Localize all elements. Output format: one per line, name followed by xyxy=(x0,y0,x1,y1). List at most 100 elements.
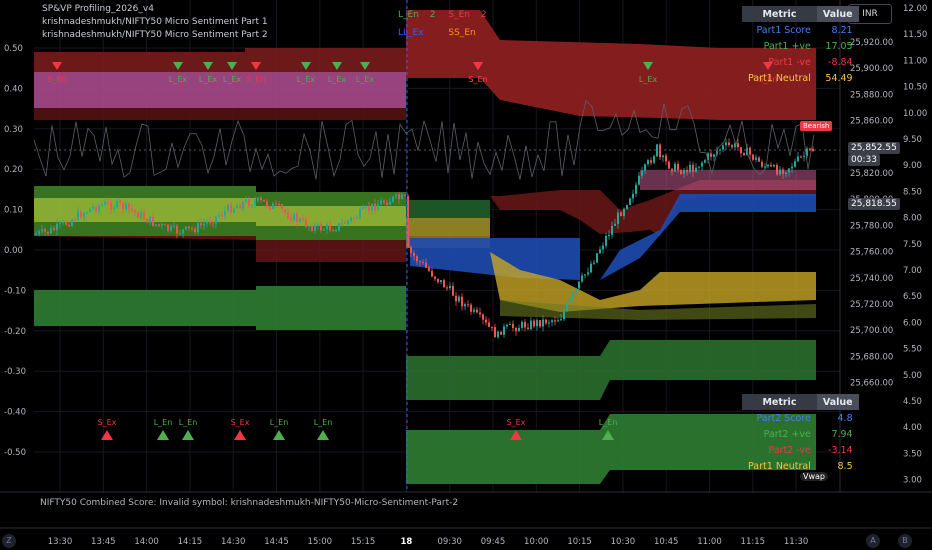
candle-body xyxy=(782,169,784,175)
candle-body xyxy=(635,184,637,194)
price-axis-tick: 25,700.00 xyxy=(850,326,893,336)
candle-body xyxy=(737,143,739,148)
candle-body xyxy=(350,217,352,221)
candle-body xyxy=(269,206,271,209)
candle-body xyxy=(221,215,223,217)
candle-body xyxy=(572,291,574,298)
table1-value: 54.49 xyxy=(825,72,853,84)
candle-body xyxy=(452,286,454,296)
candle-body xyxy=(173,225,175,227)
candle-body xyxy=(362,207,364,210)
candle-body xyxy=(443,280,445,288)
score-axis-tick: 6.50 xyxy=(903,292,922,302)
candle-body xyxy=(104,202,106,205)
time-axis-tick: 11:00 xyxy=(697,537,722,547)
candle-body xyxy=(410,247,412,253)
time-axis-tick: 10:30 xyxy=(611,537,636,547)
candle-body xyxy=(185,226,187,230)
candle-body xyxy=(272,203,274,209)
table1-metric: Part1 -ve xyxy=(768,56,811,68)
time-axis-tick: 14:45 xyxy=(264,537,289,547)
candle-body xyxy=(326,224,328,230)
indicator-title-3[interactable]: krishnadeshmukh/NIFTY50 Micro Sentiment … xyxy=(42,30,268,40)
pink-band-right xyxy=(640,170,816,190)
table1-value: 17.05 xyxy=(825,40,853,52)
table2-head-value: Value xyxy=(816,394,859,410)
table2-head-metric: Metric xyxy=(742,394,817,410)
candle-body xyxy=(44,229,46,232)
candle-body xyxy=(392,196,394,202)
candle-body xyxy=(299,218,301,222)
candle-body xyxy=(587,272,589,275)
price-axis-tick: 25,760.00 xyxy=(850,248,893,258)
candle-body xyxy=(695,167,697,172)
candle-body xyxy=(146,219,148,223)
indicator-title-2[interactable]: krishnadeshmukh/NIFTY50 Micro Sentiment … xyxy=(42,17,268,27)
last-price-tag: 25,852.55 xyxy=(848,142,900,154)
top-signal-label: L_Ex xyxy=(199,75,218,84)
green-band-lower-right xyxy=(406,340,816,400)
candle-body xyxy=(143,212,145,220)
table1-metric: Part1 Score xyxy=(756,24,811,36)
candle-body xyxy=(530,320,532,330)
candle-body xyxy=(47,231,49,234)
candle-body xyxy=(413,252,415,257)
candle-body xyxy=(440,280,442,283)
candle-body xyxy=(770,164,772,167)
short-exit-marker xyxy=(101,430,113,440)
candle-body xyxy=(569,297,571,303)
left-axis-tick: 0.50 xyxy=(4,44,23,54)
candle-body xyxy=(230,205,232,213)
ll-ex-label: LL_Ex xyxy=(398,28,424,38)
candle-body xyxy=(788,168,790,173)
candle-body xyxy=(722,145,724,150)
b-toggle[interactable]: B xyxy=(898,534,912,548)
score-axis-tick: 12.00 xyxy=(903,4,927,14)
candle-body xyxy=(122,203,124,210)
table2-value: 8.5 xyxy=(837,460,853,472)
zoom-icon[interactable]: Z xyxy=(2,534,16,548)
long-exit-marker xyxy=(301,62,311,70)
table1-head-value: Value xyxy=(816,6,859,22)
s-en-label: S_En xyxy=(448,10,470,20)
candle-body xyxy=(209,221,211,224)
candle-body xyxy=(668,161,670,169)
long-entry-marker xyxy=(602,430,614,440)
candle-body xyxy=(578,281,580,289)
candle-body xyxy=(464,304,466,307)
candle-body xyxy=(641,170,643,176)
candle-body xyxy=(212,223,214,225)
vwap-badge[interactable]: Vwap xyxy=(800,472,828,481)
pink-band xyxy=(34,72,406,108)
candle-body xyxy=(383,200,385,203)
score-axis-tick: 5.00 xyxy=(903,371,922,381)
candle-body xyxy=(728,142,730,146)
time-axis-tick: 15:15 xyxy=(351,537,376,547)
candle-body xyxy=(254,200,256,205)
top-signal-labels: L_En 2 S_En 2 xyxy=(398,10,487,20)
top-signal-label: L_Ex xyxy=(297,75,316,84)
score-axis-tick: 11.00 xyxy=(903,56,927,66)
candle-body xyxy=(194,228,196,233)
top-signal-label: L_Ex xyxy=(328,75,347,84)
candle-body xyxy=(650,160,652,163)
price-axis-tick: 25,720.00 xyxy=(850,300,893,310)
candle-body xyxy=(338,222,340,231)
candle-body xyxy=(599,249,601,254)
price-axis-tick: 25,660.00 xyxy=(850,379,893,389)
candle-body xyxy=(407,195,409,248)
long-entry-marker xyxy=(157,430,169,440)
score-axis-tick: 6.00 xyxy=(903,318,922,328)
auto-scale-toggle[interactable]: A xyxy=(866,534,880,548)
green-band-lower-left xyxy=(34,286,406,330)
candle-body xyxy=(74,219,76,221)
candle-body xyxy=(302,218,304,220)
indicator-title-1[interactable]: SP&VP Profiling_2026_v4 xyxy=(42,4,154,14)
candle-body xyxy=(200,223,202,226)
candle-body xyxy=(611,225,613,235)
candle-body xyxy=(296,213,298,222)
candle-body xyxy=(656,144,658,157)
candle-body xyxy=(284,209,286,213)
left-axis-tick: -0.50 xyxy=(4,448,26,458)
